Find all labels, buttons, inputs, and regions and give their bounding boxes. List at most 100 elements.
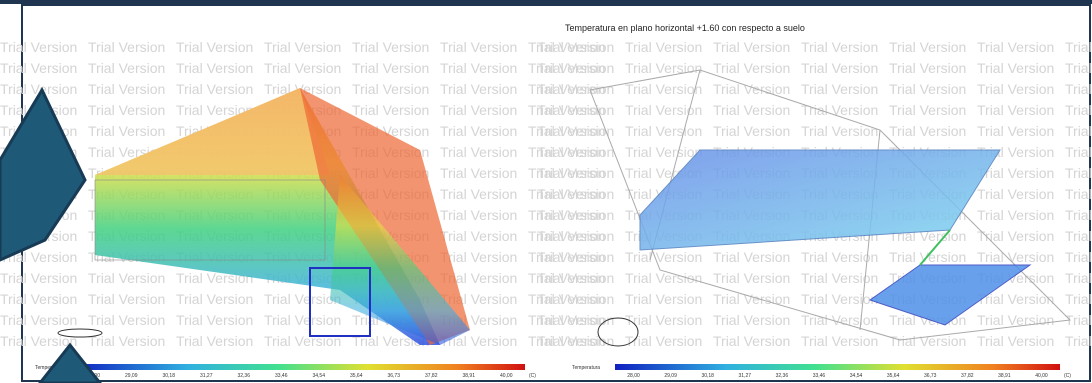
watermark-text: Trial Version (88, 39, 165, 55)
watermark-text: Trial Version (977, 81, 1054, 97)
legend-label: 36,73 (387, 373, 400, 379)
watermark-text: Trial Version (977, 312, 1054, 328)
watermark-text: Trial Version (625, 144, 702, 160)
watermark-text: Trial Version (713, 102, 790, 118)
watermark-text: Trial Version (537, 249, 614, 265)
watermark-text: Trial Version (88, 60, 165, 76)
watermark-text: Trial Version (0, 312, 77, 328)
watermark-text: Trial Version (977, 102, 1054, 118)
watermark-text: Trial Version (440, 144, 517, 160)
legend-label: 40,00 (500, 373, 513, 379)
watermark-text: Trial Version (537, 270, 614, 286)
legend-label: 35,64 (350, 373, 363, 379)
watermark-text: Trial Version (801, 81, 878, 97)
legend-label: 34,54 (850, 373, 863, 379)
watermark-text: Trial Version (537, 60, 614, 76)
watermark-text: Trial Version (713, 123, 790, 139)
watermark-text: Trial Version (977, 186, 1054, 202)
watermark-text: Trial Version (889, 333, 966, 349)
watermark-text: Trial Version (264, 39, 341, 55)
legend-label: 38,91 (462, 373, 475, 379)
watermark-text: Trial Version (625, 270, 702, 286)
watermark-text: Trial Version (537, 165, 614, 181)
watermark-text: Trial Version (977, 249, 1054, 265)
watermark-text: Trial Version (889, 81, 966, 97)
top-bar (0, 0, 1092, 4)
legend-label: 29,09 (125, 373, 138, 379)
watermark-text: Trial Version (0, 270, 77, 286)
watermark-text: Trial Version (440, 165, 517, 181)
watermark-text: Trial Version (537, 312, 614, 328)
watermark-text: Trial Version (440, 228, 517, 244)
watermark-text: Trial Version (264, 312, 341, 328)
watermark-text: Trial Version (713, 81, 790, 97)
watermark-text: Trial Version (977, 333, 1054, 349)
watermark-text: Trial Version (1065, 102, 1092, 118)
watermark-text: Trial Version (537, 39, 614, 55)
watermark-text: Trial Version (977, 123, 1054, 139)
legend-label: 33,46 (813, 373, 826, 379)
watermark-text: Trial Version (889, 123, 966, 139)
watermark-text: Trial Version (264, 60, 341, 76)
watermark-text: Trial Version (1065, 60, 1092, 76)
watermark-text: Trial Version (801, 60, 878, 76)
legend-unit: (C) (529, 373, 536, 379)
watermark-text: Trial Version (88, 333, 165, 349)
watermark-text: Trial Version (176, 60, 253, 76)
watermark-text: Trial Version (0, 60, 77, 76)
watermark-text: Trial Version (176, 312, 253, 328)
watermark-text: Trial Version (352, 102, 429, 118)
watermark-text: Trial Version (440, 186, 517, 202)
watermark-text: Trial Version (801, 291, 878, 307)
watermark-text: Trial Version (625, 312, 702, 328)
legend-label: 32,36 (237, 373, 250, 379)
watermark-text: Trial Version (801, 270, 878, 286)
watermark-text: Trial Version (625, 333, 702, 349)
watermark-text: Trial Version (713, 270, 790, 286)
watermark-text: Trial Version (977, 60, 1054, 76)
legend-label: 30,18 (162, 373, 175, 379)
watermark-text: Trial Version (352, 60, 429, 76)
legend-label: 37,82 (425, 373, 438, 379)
watermark-text: Trial Version (264, 291, 341, 307)
watermark-text: Trial Version (176, 81, 253, 97)
legend-label: 30,18 (701, 373, 714, 379)
watermark-text: Trial Version (1065, 249, 1092, 265)
watermark-text: Trial Version (0, 39, 77, 55)
legend-label: 32,36 (776, 373, 789, 379)
watermark-text: Trial Version (625, 39, 702, 55)
legend-label: 36,73 (924, 373, 937, 379)
watermark-text: Trial Version (537, 81, 614, 97)
legend-label: 29,09 (664, 373, 677, 379)
watermark-text: Trial Version (713, 39, 790, 55)
watermark-text: Trial Version (537, 186, 614, 202)
watermark-text: Trial Version (1065, 81, 1092, 97)
watermark-text: Trial Version (440, 207, 517, 223)
watermark-text: Trial Version (1065, 186, 1092, 202)
watermark-text: Trial Version (88, 81, 165, 97)
watermark-text: Trial Version (1065, 270, 1092, 286)
watermark-text: Trial Version (176, 333, 253, 349)
watermark-text: Trial Version (440, 81, 517, 97)
watermark-text: Trial Version (537, 228, 614, 244)
watermark-text: Trial Version (713, 312, 790, 328)
watermark-text: Trial Version (801, 39, 878, 55)
legend-label: 38,91 (998, 373, 1011, 379)
watermark-text: Trial Version (537, 207, 614, 223)
watermark-text: Trial Version (176, 39, 253, 55)
legend-label: 34,54 (312, 373, 325, 379)
legend-label: 37,82 (961, 373, 974, 379)
watermark-text: Trial Version (801, 102, 878, 118)
watermark-text: Trial Version (0, 333, 77, 349)
watermark-text: Trial Version (889, 60, 966, 76)
watermark-text: Trial Version (88, 312, 165, 328)
watermark-text: Trial Version (176, 291, 253, 307)
legend-title: Temperatura (572, 365, 600, 371)
watermark-text: Trial Version (88, 123, 165, 139)
watermark-text: Trial Version (1065, 123, 1092, 139)
panel-title: Temperatura en plano horizontal +1.60 co… (565, 23, 805, 33)
watermark-text: Trial Version (88, 102, 165, 118)
watermark-text: Trial Version (625, 81, 702, 97)
watermark-text: Trial Version (1065, 39, 1092, 55)
watermark-text: Trial Version (1065, 228, 1092, 244)
